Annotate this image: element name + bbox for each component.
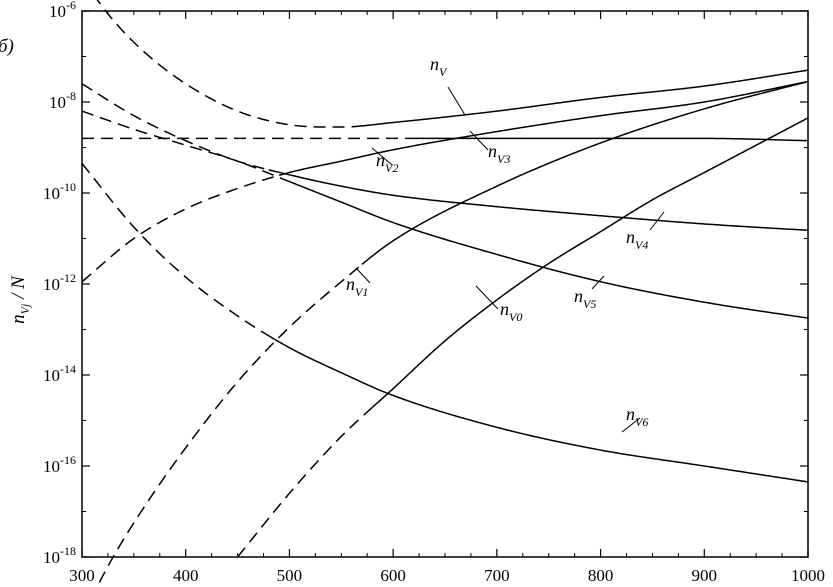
curve-label-v0: nV0: [500, 299, 522, 324]
x-tick-label: 1000: [791, 566, 825, 585]
curve-v2-dashed: [81, 174, 280, 283]
curve-v-solid: [351, 69, 809, 128]
curve-v1-dashed: [96, 263, 363, 587]
leader-v2: [371, 147, 393, 166]
curve-v6-dashed: [81, 162, 270, 337]
svg-text:nVj / N: nVj / N: [8, 275, 32, 324]
x-tick-label: 600: [380, 566, 406, 585]
y-tick-label: 10-6: [49, 0, 76, 21]
x-tick-label: 300: [69, 566, 95, 585]
y-axis-label-rest: / N: [8, 275, 29, 304]
curve-label-v3: nV3: [488, 141, 510, 166]
curve-label-v6: nV6: [626, 404, 648, 429]
curves: [81, 0, 809, 587]
curve-label-v2: nV2: [376, 150, 398, 175]
curve-label-v: nV: [430, 54, 448, 79]
curve-v5-solid: [289, 180, 809, 319]
x-tick-label: 500: [277, 566, 303, 585]
curve-v1-solid: [361, 80, 809, 265]
curve-v0-dashed: [236, 406, 373, 558]
x-tick-label: 800: [588, 566, 614, 585]
leader-v3: [469, 130, 489, 151]
y-tick-label: 10-18: [43, 544, 76, 567]
leader-v: [447, 86, 466, 116]
curve-v-dashed: [96, 0, 352, 128]
plot-frame: [81, 10, 809, 558]
leader-v5: [591, 275, 605, 290]
ticks: 300 400 500 600 700 800 900 1000 10-6 10-8 10-10 10…: [43, 0, 825, 585]
leader-v6: [621, 417, 641, 433]
x-tick-label: 400: [173, 566, 199, 585]
y-axis-label-sub: Vj: [18, 303, 32, 314]
curve-label-v4: nV4: [626, 227, 648, 252]
curve-v0-solid: [371, 117, 809, 408]
y-tick-label: 10-16: [43, 453, 76, 476]
y-tick-label: 10-12: [43, 271, 76, 294]
label-leaders: [355, 86, 665, 433]
y-tick-label: 10-8: [49, 89, 76, 112]
y-axis-label-main: n: [8, 314, 29, 324]
curve-v5-dashed: [81, 110, 290, 183]
leader-v4: [649, 211, 665, 231]
curve-label-v5: nV5: [574, 286, 596, 311]
curve-v4-solid: [268, 169, 809, 232]
y-axis-label: nVj / N: [8, 275, 32, 324]
curve-label-v1: nV1: [346, 274, 368, 299]
leader-v0: [475, 285, 499, 310]
curve-labels: nV nV3 nV2 nV4 nV5 nV1 nV0 nV6: [346, 54, 648, 429]
curve-v4-dashed: [81, 83, 269, 171]
x-tick-label: 900: [692, 566, 718, 585]
curve-v6-solid: [268, 335, 809, 483]
leader-v1: [355, 267, 371, 284]
x-tick-label: 700: [484, 566, 510, 585]
panel-label: б): [0, 36, 14, 57]
curve-v2-solid: [278, 80, 809, 177]
y-tick-label: 10-10: [43, 180, 76, 203]
y-tick-label: 10-14: [43, 362, 76, 385]
